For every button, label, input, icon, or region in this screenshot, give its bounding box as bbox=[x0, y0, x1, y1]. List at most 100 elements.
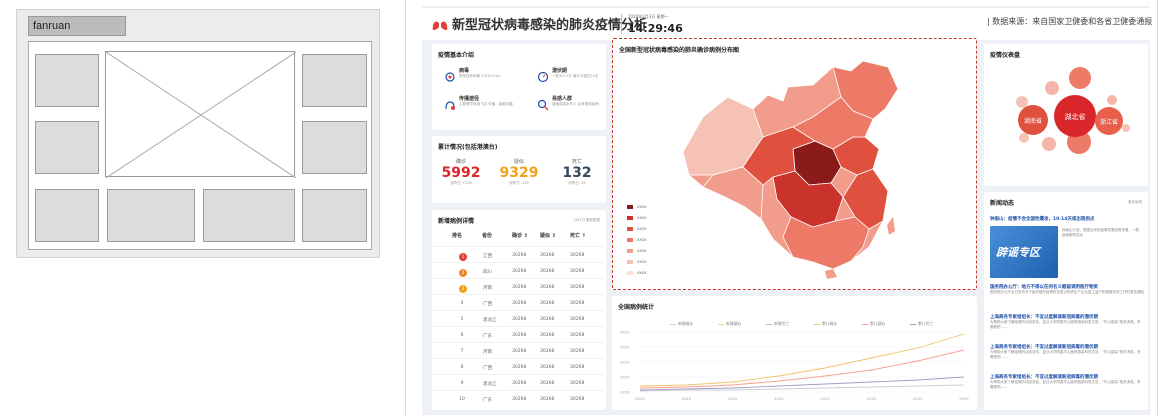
table-row[interactable]: 2 四川 30268 30268 30268 bbox=[432, 262, 604, 278]
china-map[interactable] bbox=[673, 57, 913, 282]
table-row[interactable]: 4 广西 30268 30268 30268 bbox=[432, 294, 604, 310]
trend-legend-label: 累计死亡 bbox=[918, 321, 934, 326]
trend-line[interactable] bbox=[639, 376, 965, 391]
trend-legend-item[interactable]: 新增确诊 bbox=[670, 321, 693, 327]
confirmed-cell: 30268 bbox=[512, 301, 527, 306]
map-panel[interactable]: 全国新型冠状病毒感染的肺炎确诊病例分布图 XXXX XXXX XXXX XXXX XXX… bbox=[612, 38, 977, 290]
wireframe-title: fanruan bbox=[28, 16, 126, 36]
table-row[interactable]: 6 广东 30268 30268 30268 bbox=[432, 326, 604, 342]
placeholder-box bbox=[107, 189, 195, 242]
trend-legend-item[interactable]: 累计死亡 bbox=[910, 321, 933, 327]
confirmed-cell: 30268 bbox=[512, 381, 527, 386]
table-row[interactable]: 10 广东 30268 30268 30268 bbox=[432, 390, 604, 406]
bubble[interactable] bbox=[1016, 96, 1028, 108]
placeholder-box bbox=[302, 121, 367, 174]
legend-swatch[interactable] bbox=[627, 238, 633, 242]
col-header[interactable]: 疑似 ↕ bbox=[540, 233, 556, 239]
map-region-hainan[interactable] bbox=[825, 269, 837, 279]
stat-label: 死亡 bbox=[571, 159, 582, 165]
more-news-link[interactable]: 更多新闻 bbox=[1128, 200, 1142, 204]
x-tick-label: XXXX bbox=[913, 397, 923, 401]
bubble-hubei[interactable] bbox=[1054, 95, 1096, 137]
header-divider bbox=[621, 14, 622, 34]
trend-legend-item[interactable]: 累计疑似 bbox=[862, 321, 885, 327]
trend-legend-label: 新增确诊 bbox=[678, 321, 694, 326]
col-header[interactable]: 死亡 ↑ bbox=[570, 233, 586, 239]
placeholder-box bbox=[35, 189, 99, 242]
header-clock: 14:29:46 bbox=[628, 22, 683, 35]
bubble-zhejiang[interactable] bbox=[1095, 107, 1123, 135]
suspected-cell: 30268 bbox=[540, 381, 555, 386]
news-item[interactable]: 钟南山：疫情不会全国性爆发，10-14天或出现拐点 bbox=[990, 216, 1144, 222]
trend-legend-item[interactable]: 新增死亡 bbox=[766, 321, 789, 327]
x-tick-label: XXXX bbox=[681, 397, 691, 401]
suspected-cell: 30268 bbox=[540, 269, 555, 274]
timer-icon bbox=[537, 68, 549, 87]
suspected-cell: 30268 bbox=[540, 301, 555, 306]
bubble[interactable] bbox=[1069, 67, 1091, 89]
y-tick-label: XXXX bbox=[620, 346, 630, 350]
table-row[interactable]: 8 广西 30268 30268 30268 bbox=[432, 358, 604, 374]
province-cell: 河南 bbox=[483, 350, 492, 355]
table-row[interactable]: 3 河南 30268 30268 30268 bbox=[432, 278, 604, 294]
confirmed-cell: 30268 bbox=[512, 349, 527, 354]
map-region-north[interactable] bbox=[792, 96, 874, 150]
rank-badge: 1 bbox=[459, 253, 467, 261]
rank-cell: 8 bbox=[460, 365, 464, 370]
intro-panel: 疫情基本介绍 病毒 新型冠状病毒 2019-nCoV 潜伏期 一般为3-7天 最… bbox=[432, 44, 606, 130]
bubble[interactable] bbox=[1107, 95, 1117, 105]
legend-swatch[interactable] bbox=[627, 249, 633, 253]
bubble-hunan[interactable] bbox=[1018, 105, 1048, 135]
dashboard-header bbox=[422, 8, 1154, 40]
suspected-cell: 30268 bbox=[540, 317, 555, 322]
suspected-cell: 30268 bbox=[540, 333, 555, 338]
trend-line[interactable] bbox=[639, 333, 965, 387]
rumor-banner[interactable]: 辟谣专区 bbox=[990, 226, 1058, 278]
legend-swatch[interactable] bbox=[627, 271, 633, 275]
deaths-cell: 30268 bbox=[570, 333, 585, 338]
legend-swatch[interactable] bbox=[627, 205, 633, 209]
news-title: 钟南山：疫情不会全国性爆发，10-14天或出现拐点 bbox=[990, 217, 1095, 222]
placeholder-box bbox=[35, 54, 99, 107]
panel-title: 新增病例详情 bbox=[438, 218, 475, 225]
news-item[interactable]: 上海商务专家组组长：不宜过度解读新冠病毒的潜伏期 为帮助大家了解疫情的动态变化，… bbox=[990, 344, 1144, 365]
x-tick-label: XXXX bbox=[774, 397, 784, 401]
bubble[interactable] bbox=[1122, 124, 1130, 132]
table-row[interactable]: 5 黑龙江 30268 30268 30268 bbox=[432, 310, 604, 326]
legend-label: XXXX bbox=[637, 227, 647, 231]
map-region-taiwan[interactable] bbox=[887, 217, 895, 235]
trend-legend-label: 累计确诊 bbox=[822, 321, 838, 326]
col-header[interactable]: 确诊 ↕ bbox=[512, 233, 528, 239]
wireframe-panel: fanruan bbox=[16, 9, 380, 258]
news-body: 为帮助大家了解疫情的动态变化，复旦大学附属华山医院感染科张文宏，“华山感染”相关… bbox=[990, 380, 1141, 389]
table-row[interactable]: 1 江西 30268 30268 30268 bbox=[432, 246, 604, 262]
table-row[interactable]: 7 河南 30268 30268 30268 bbox=[432, 342, 604, 358]
map-region-south[interactable] bbox=[782, 216, 870, 270]
legend-swatch[interactable] bbox=[627, 216, 633, 220]
trend-line[interactable] bbox=[639, 384, 965, 392]
news-body: 钟南山介绍，根据目前的疫情发展态势来看，一般疾病都有拐点 bbox=[1062, 228, 1139, 237]
news-item[interactable]: 国务院办公厅：地方不得以任何名义截留调用医疗物资 国务院办公厅近日发布关于组织做… bbox=[990, 284, 1144, 305]
intro-label: 易感人群 bbox=[552, 96, 573, 102]
suspected-cell: 30268 bbox=[540, 397, 555, 402]
map-region-central[interactable] bbox=[772, 170, 844, 228]
news-panel: 新闻动态 更多新闻 钟南山：疫情不会全国性爆发，10-14天或出现拐点 辟谣专区… bbox=[984, 192, 1148, 410]
table-row[interactable]: 9 黑龙江 30268 30268 30268 bbox=[432, 374, 604, 390]
table-header: 排名 省份 确诊 ↕ 疑似 ↕ 死亡 ↑ bbox=[432, 232, 604, 244]
news-item[interactable]: 上海商务专家组组长：不宜过度解读新冠病毒的潜伏期 为帮助大家了解疫情的动态变化，… bbox=[990, 314, 1144, 335]
news-item[interactable]: 上海商务专家组组长：不宜过度解读新冠病毒的潜伏期 为帮助大家了解疫情的动态变化，… bbox=[990, 374, 1144, 395]
trend-legend-item[interactable]: 累计确诊 bbox=[814, 321, 837, 327]
rank-badge: 2 bbox=[459, 269, 467, 277]
bubble[interactable] bbox=[1019, 133, 1029, 143]
legend-swatch[interactable] bbox=[627, 227, 633, 231]
bubble[interactable] bbox=[1042, 137, 1056, 151]
col-header[interactable]: 省份 bbox=[482, 233, 493, 239]
placeholder-box bbox=[302, 54, 367, 107]
trend-legend-item[interactable]: 新增疑似 bbox=[718, 321, 741, 327]
legend-label: XXXX bbox=[637, 205, 647, 209]
stat-delta: 较昨日 -26 bbox=[568, 181, 586, 185]
legend-swatch[interactable] bbox=[627, 260, 633, 264]
trend-line[interactable] bbox=[639, 349, 965, 389]
bubble[interactable] bbox=[1045, 81, 1059, 95]
province-cell: 黑龙江 bbox=[483, 382, 497, 387]
